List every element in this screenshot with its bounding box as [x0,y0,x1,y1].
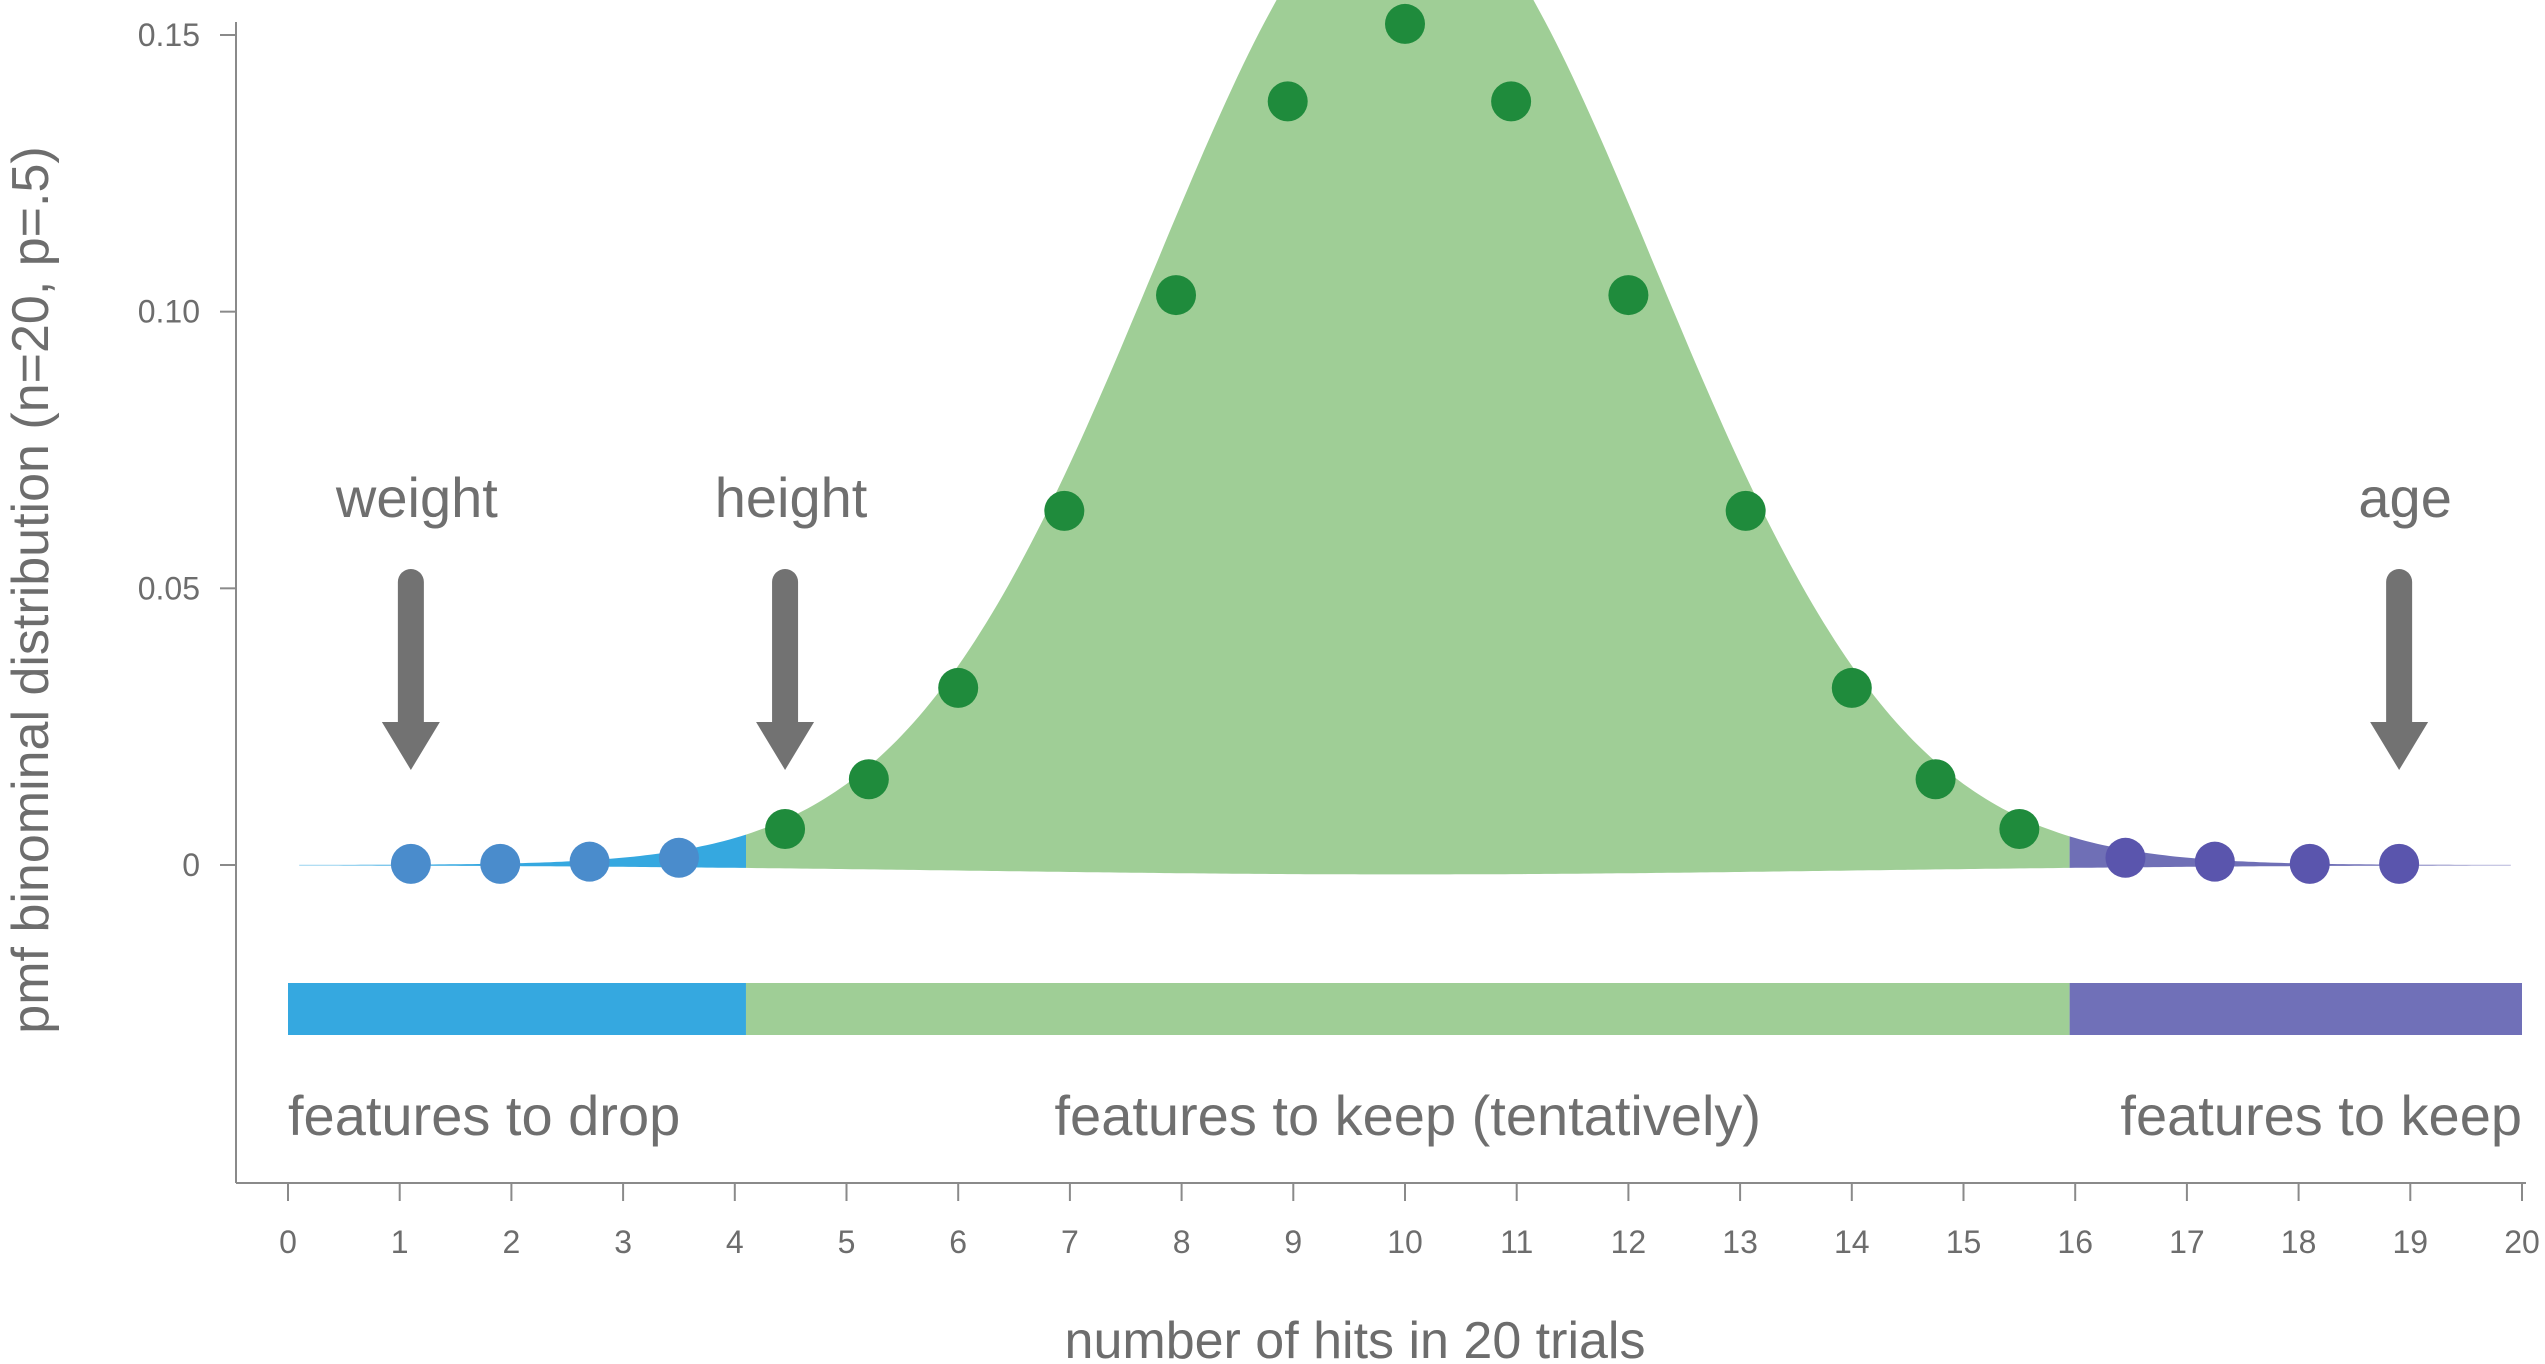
data-point [1491,81,1532,122]
data-point [2194,841,2235,882]
data-point [938,667,979,708]
region-bar-1 [745,983,2070,1035]
annotation-label: weight [335,466,498,529]
x-tick-label-20: 20 [2504,1224,2540,1260]
annotation-arrow-head [381,722,440,770]
x-tick-label-3: 3 [614,1224,632,1260]
x-tick-label-1: 1 [391,1224,409,1260]
data-point [2105,837,2146,878]
x-tick-label-18: 18 [2281,1224,2317,1260]
data-point [1915,759,1956,800]
data-point [1831,667,1872,708]
x-tick-labels: 0 1 2 3 4 5 6 7 8 9 10 11 12 13 14 15 16 17 18 19 20 [279,1224,2540,1260]
x-tick-label-11: 11 [1500,1224,1533,1260]
x-tick-label-5: 5 [838,1224,856,1260]
data-point [1385,3,1425,44]
data-point [1156,275,1197,316]
data-point [480,843,521,884]
region-bars [288,983,2522,1035]
annotation-arrow-head [756,722,815,770]
x-tick-label-12: 12 [1611,1224,1647,1260]
x-tick-label-17: 17 [2169,1224,2205,1260]
y-axis-title: pmf binominal distribution (n=20, p=.5) [2,146,60,1033]
data-point [765,809,806,850]
data-point [569,841,610,882]
region-labels: features to drop features to keep (tentat… [288,1084,2522,1147]
x-tick-label-15: 15 [1946,1224,1982,1260]
data-point [1999,809,2040,850]
x-tick-label-10: 10 [1387,1224,1423,1260]
annotation-label: height [715,466,868,529]
data-point [848,759,889,800]
y-tick-label-0: 0 [182,847,200,883]
x-tick-label-14: 14 [1834,1224,1870,1260]
data-point [1267,81,1308,122]
data-point [658,837,699,878]
x-tick-label-2: 2 [503,1224,521,1260]
x-tick-label-13: 13 [1722,1224,1758,1260]
x-tick-label-16: 16 [2057,1224,2093,1260]
x-tick-label-4: 4 [726,1224,744,1260]
x-tick-label-0: 0 [279,1224,297,1260]
data-points [390,3,2420,884]
region-bar-0 [288,983,746,1035]
region-label-2: features to keep [2120,1084,2522,1147]
region-fills [299,0,2511,875]
data-point [2289,843,2330,884]
region-label-0: features to drop [288,1084,680,1147]
y-tick-label-0.10: 0.10 [138,294,200,330]
data-point [1725,490,1766,531]
region-fill-1 [746,0,2070,875]
x-tick-label-19: 19 [2393,1224,2429,1260]
annotation-label: age [2358,466,2451,529]
annotation-arrow-head [2370,722,2429,770]
data-point [1044,490,1085,531]
x-tick-label-8: 8 [1173,1224,1191,1260]
region-fill-2 [2069,836,2511,868]
region-fill-0 [299,834,746,868]
y-tick-label-0.05: 0.05 [138,570,200,606]
region-label-1: features to keep (tentatively) [1054,1084,1761,1147]
x-tick-label-9: 9 [1284,1224,1302,1260]
x-tick-label-7: 7 [1061,1224,1079,1260]
region-bar-2 [2069,983,2522,1035]
data-point [390,843,431,884]
annotations: weight height age [335,466,2452,770]
x-axis-title: number of hits in 20 trials [1065,1312,1646,1364]
axes [220,22,2526,1201]
y-tick-label-0.15: 0.15 [138,17,200,53]
x-tick-label-6: 6 [949,1224,967,1260]
data-point [2379,843,2420,884]
data-point [1608,275,1649,316]
y-tick-labels: 0 0.05 0.10 0.15 [138,17,200,883]
